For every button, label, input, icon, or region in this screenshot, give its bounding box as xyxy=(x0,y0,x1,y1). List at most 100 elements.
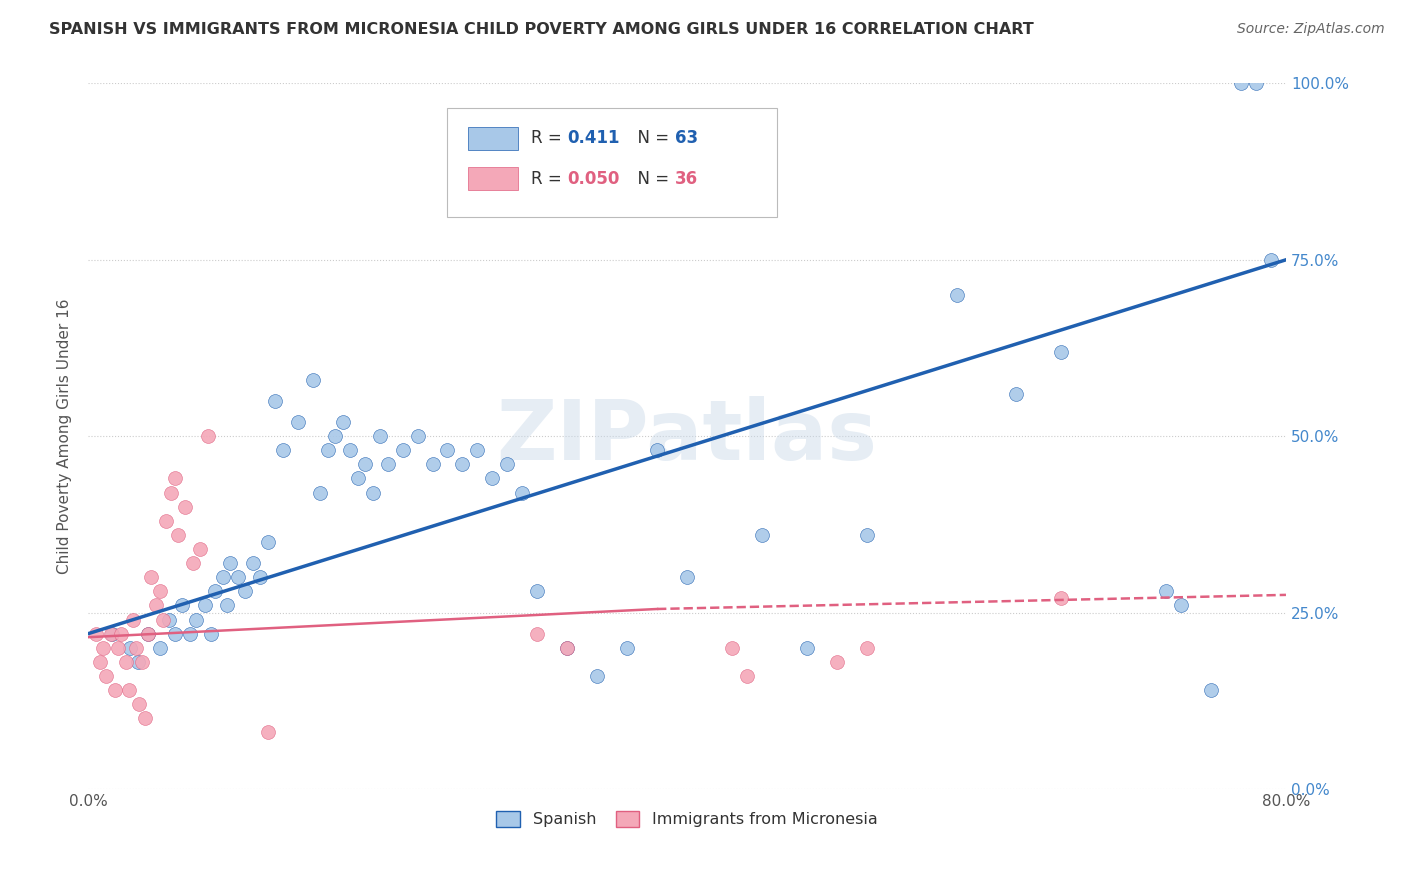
Point xyxy=(1005,387,1028,401)
Point xyxy=(242,556,264,570)
Text: 0.050: 0.050 xyxy=(567,169,620,187)
Point xyxy=(825,655,848,669)
Point xyxy=(1230,77,1253,91)
Point xyxy=(555,640,578,655)
Point xyxy=(264,393,287,408)
Point xyxy=(194,599,217,613)
Point xyxy=(526,584,548,599)
Point xyxy=(1260,252,1282,267)
Point xyxy=(271,443,294,458)
Point xyxy=(256,725,278,739)
Point xyxy=(645,443,668,458)
Point xyxy=(1170,599,1192,613)
Text: ZIPatlas: ZIPatlas xyxy=(496,396,877,476)
Point xyxy=(125,640,148,655)
Point xyxy=(89,655,111,669)
Point xyxy=(616,640,638,655)
Point xyxy=(301,373,323,387)
Point xyxy=(332,415,354,429)
Point xyxy=(149,584,172,599)
Point xyxy=(1244,77,1267,91)
Point xyxy=(631,203,654,218)
Point xyxy=(361,485,384,500)
Point xyxy=(323,429,346,443)
Point xyxy=(145,599,167,613)
Point xyxy=(555,640,578,655)
Point xyxy=(512,485,534,500)
Point xyxy=(128,697,150,711)
Point xyxy=(735,669,758,683)
Text: R =: R = xyxy=(531,169,568,187)
Bar xyxy=(468,168,519,190)
Point xyxy=(155,514,177,528)
Point xyxy=(139,570,162,584)
Point xyxy=(110,626,132,640)
Text: 63: 63 xyxy=(675,129,699,147)
Point xyxy=(346,471,368,485)
Point xyxy=(467,443,489,458)
Point xyxy=(1154,584,1177,599)
Point xyxy=(190,541,212,556)
Point xyxy=(184,613,207,627)
Point xyxy=(117,683,139,698)
Point xyxy=(1050,344,1073,359)
Point xyxy=(212,570,235,584)
Text: Source: ZipAtlas.com: Source: ZipAtlas.com xyxy=(1237,22,1385,37)
Point xyxy=(451,458,474,472)
Point xyxy=(163,626,186,640)
Point xyxy=(287,415,309,429)
Point xyxy=(136,626,159,640)
Text: N =: N = xyxy=(627,129,675,147)
Text: SPANISH VS IMMIGRANTS FROM MICRONESIA CHILD POVERTY AMONG GIRLS UNDER 16 CORRELA: SPANISH VS IMMIGRANTS FROM MICRONESIA CH… xyxy=(49,22,1033,37)
Point xyxy=(436,443,458,458)
Point xyxy=(751,528,773,542)
Point xyxy=(127,655,149,669)
FancyBboxPatch shape xyxy=(447,108,778,218)
Point xyxy=(219,556,242,570)
Point xyxy=(249,570,271,584)
Point xyxy=(481,471,503,485)
Point xyxy=(586,669,609,683)
Point xyxy=(114,655,136,669)
Point xyxy=(134,711,156,725)
Point xyxy=(796,640,818,655)
Point xyxy=(174,500,197,514)
Point xyxy=(179,626,201,640)
Point xyxy=(181,556,204,570)
Point xyxy=(945,288,967,302)
Point xyxy=(163,471,186,485)
Point xyxy=(721,640,744,655)
Point xyxy=(676,570,699,584)
Point xyxy=(256,535,278,549)
Point xyxy=(391,443,413,458)
Text: 36: 36 xyxy=(675,169,699,187)
Point xyxy=(104,683,127,698)
Point xyxy=(422,458,444,472)
Point xyxy=(84,626,107,640)
Point xyxy=(496,458,519,472)
Point xyxy=(377,458,399,472)
Point xyxy=(100,626,122,640)
Point xyxy=(354,458,377,472)
Point xyxy=(855,640,877,655)
Point xyxy=(526,626,548,640)
Point xyxy=(316,443,339,458)
Point xyxy=(91,640,114,655)
Point xyxy=(339,443,361,458)
Point xyxy=(157,613,180,627)
Point xyxy=(152,613,174,627)
Point xyxy=(172,599,194,613)
Point xyxy=(200,626,222,640)
Text: 0.411: 0.411 xyxy=(567,129,620,147)
Point xyxy=(101,626,124,640)
Point xyxy=(1199,683,1222,698)
Point xyxy=(235,584,257,599)
Point xyxy=(204,584,226,599)
Point xyxy=(167,528,190,542)
Point xyxy=(368,429,391,443)
Point xyxy=(1050,591,1073,606)
Point xyxy=(309,485,332,500)
Point xyxy=(226,570,249,584)
Text: N =: N = xyxy=(627,169,675,187)
Text: R =: R = xyxy=(531,129,568,147)
